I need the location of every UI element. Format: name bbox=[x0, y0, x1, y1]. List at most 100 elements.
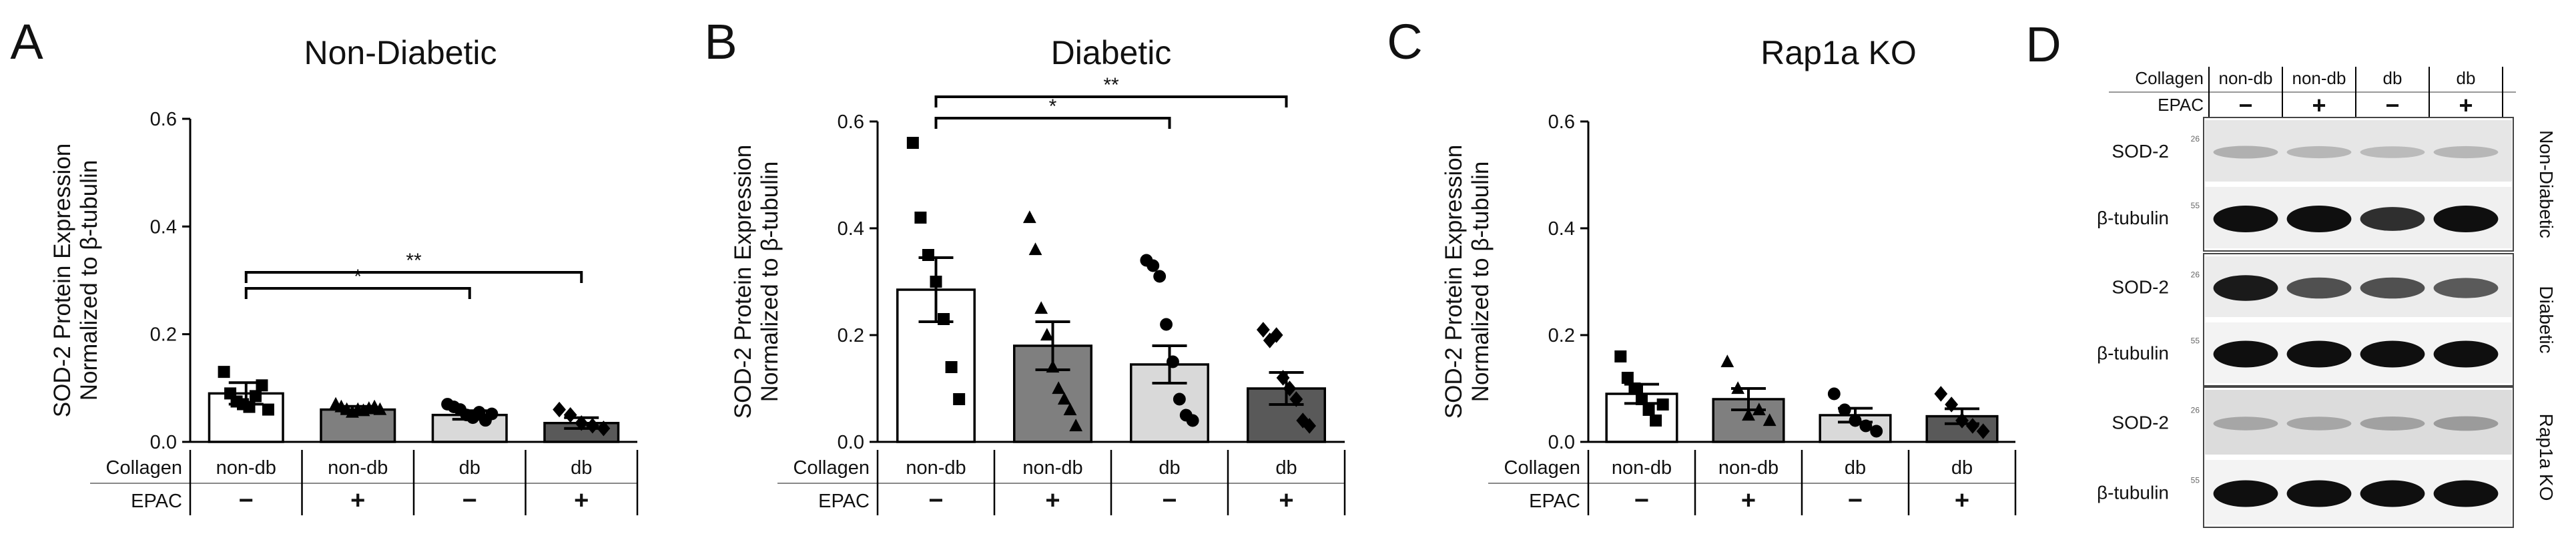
epac-value-3: − bbox=[462, 487, 477, 515]
blot-row-label: SOD-2 bbox=[2112, 141, 2169, 162]
epac-value-2: + bbox=[1741, 487, 1756, 515]
significance-bracket-1 bbox=[934, 117, 1171, 129]
blot-band-1 bbox=[2213, 275, 2278, 301]
significance-label-2: ** bbox=[406, 250, 422, 272]
blot-band-4 bbox=[2433, 416, 2499, 431]
collagen-value-3: db bbox=[1845, 457, 1866, 479]
significance-bracket-2 bbox=[244, 271, 583, 283]
data-point-2 bbox=[1069, 419, 1083, 432]
data-point-2 bbox=[373, 402, 387, 415]
blot-band-3 bbox=[2360, 207, 2425, 231]
blot-row-label: β-tubulin bbox=[2097, 343, 2169, 364]
epac-value-4: + bbox=[1279, 487, 1293, 515]
blot-band-2 bbox=[2286, 340, 2352, 368]
data-point-3 bbox=[485, 407, 499, 421]
blot-side-label: Rap1a KO bbox=[2536, 414, 2557, 501]
y-axis-label-line-1: SOD-2 Protein Expression bbox=[1441, 145, 1467, 419]
chart-title: Rap1a KO bbox=[1760, 34, 1916, 71]
y-axis-label: SOD-2 Protein Expression Normalized to β-… bbox=[730, 145, 783, 419]
blot-row-label: β-tubulin bbox=[2097, 483, 2169, 503]
blot-band-1 bbox=[2213, 417, 2278, 431]
epac-row-label: EPAC bbox=[818, 491, 870, 512]
y-tick-label: 0.2 bbox=[150, 324, 177, 346]
blot-band-1 bbox=[2213, 480, 2278, 507]
data-point-1 bbox=[1614, 350, 1627, 362]
collagen-row-label: Collagen bbox=[1504, 457, 1580, 479]
collagen-value-2: non-db bbox=[2292, 68, 2346, 88]
epac-value-1: − bbox=[2238, 91, 2252, 119]
data-point-1 bbox=[914, 212, 927, 224]
blot-band-3 bbox=[2360, 277, 2425, 299]
y-tick-label: 0.6 bbox=[1548, 111, 1575, 133]
epac-value-2: + bbox=[1045, 487, 1060, 515]
panel-a: A Non-Diabetic SOD-2 Protein Expression Nor… bbox=[0, 0, 667, 533]
mw-marker: 55 bbox=[2191, 336, 2200, 346]
y-tick-label: 0.0 bbox=[150, 432, 177, 453]
data-point-2 bbox=[1040, 328, 1054, 341]
data-point-2 bbox=[1742, 408, 1755, 421]
data-point-2 bbox=[1052, 381, 1066, 394]
collagen-value-4: db bbox=[1951, 457, 1973, 479]
collagen-row-label: Collagen bbox=[793, 457, 870, 479]
blot-side-label: Non-Diabetic bbox=[2536, 130, 2557, 238]
mw-marker: 55 bbox=[2191, 201, 2200, 210]
significance-bracket-2 bbox=[934, 95, 1288, 107]
y-tick-label: 0.2 bbox=[1548, 325, 1575, 346]
data-point-3 bbox=[1827, 387, 1841, 400]
blot-band-4 bbox=[2433, 146, 2499, 159]
epac-row-label: EPAC bbox=[1529, 491, 1580, 512]
data-point-1 bbox=[945, 361, 958, 373]
chart-title: Diabetic bbox=[1051, 34, 1172, 71]
epac-value-4: + bbox=[574, 487, 589, 515]
collagen-value-3: db bbox=[459, 457, 480, 479]
blot-band-4 bbox=[2433, 206, 2499, 232]
data-point-3 bbox=[1153, 270, 1167, 283]
blot-band-1 bbox=[2213, 146, 2278, 159]
data-point-2 bbox=[1762, 413, 1777, 427]
data-point-1 bbox=[262, 403, 274, 416]
mw-marker: 26 bbox=[2191, 270, 2200, 280]
panel-d-western-blot: D Collagen EPAC non-db non-db db db − + − + SOD-2 26… bbox=[2015, 0, 2576, 533]
epac-value-3: − bbox=[1162, 487, 1177, 515]
collagen-value-2: non-db bbox=[1022, 457, 1082, 479]
epac-value-1: − bbox=[239, 487, 254, 515]
epac-value-3: − bbox=[2385, 91, 2399, 119]
significance-label-2: ** bbox=[1103, 74, 1119, 96]
western-blot-svg: D Collagen EPAC non-db non-db db db − + − + SOD-2 26… bbox=[2025, 17, 2557, 528]
epac-value-2: + bbox=[2312, 91, 2326, 119]
data-point-2 bbox=[1720, 354, 1734, 368]
blot-band-4 bbox=[2433, 278, 2499, 298]
y-tick-label: 0.6 bbox=[838, 111, 864, 133]
panel-letter: D bbox=[2025, 17, 2061, 72]
y-tick-label: 0.0 bbox=[1548, 432, 1575, 453]
y-axis-label: SOD-2 Protein Expression Normalized to β-… bbox=[49, 144, 102, 417]
y-tick-label: 0.4 bbox=[150, 216, 177, 238]
collagen-value-1: non-db bbox=[906, 457, 966, 479]
y-axis-label-line-2: Normalized to β-tubulin bbox=[76, 160, 102, 401]
collagen-value-2: non-db bbox=[328, 457, 388, 479]
blot-band-3 bbox=[2360, 340, 2425, 368]
epac-value-4: + bbox=[1955, 487, 1969, 515]
blot-band-3 bbox=[2360, 146, 2425, 158]
blot-band-3 bbox=[2360, 480, 2425, 507]
blot-band-1 bbox=[2213, 206, 2278, 232]
data-point-1 bbox=[922, 249, 934, 261]
significance-label-1: * bbox=[354, 266, 362, 288]
blot-band-1 bbox=[2213, 340, 2278, 368]
blot-band-2 bbox=[2286, 417, 2352, 431]
data-point-4 bbox=[553, 401, 566, 418]
collagen-value-1: non-db bbox=[216, 457, 276, 479]
blot-row-label: β-tubulin bbox=[2097, 208, 2169, 228]
blot-band-2 bbox=[2286, 480, 2352, 507]
epac-value-1: − bbox=[928, 487, 943, 515]
blot-side-label: Diabetic bbox=[2536, 286, 2557, 353]
data-point-2 bbox=[1022, 210, 1036, 224]
blot-side-label-text: Rap1a KO bbox=[2536, 414, 2557, 501]
data-point-3 bbox=[1870, 425, 1883, 438]
y-tick-label: 0.4 bbox=[1548, 218, 1575, 240]
data-point-2 bbox=[1028, 242, 1042, 256]
blot-side-label-text: Diabetic bbox=[2536, 286, 2557, 353]
y-tick-label: 0.6 bbox=[150, 109, 177, 130]
panel-letter: A bbox=[10, 14, 43, 69]
blot-band-4 bbox=[2433, 340, 2499, 368]
